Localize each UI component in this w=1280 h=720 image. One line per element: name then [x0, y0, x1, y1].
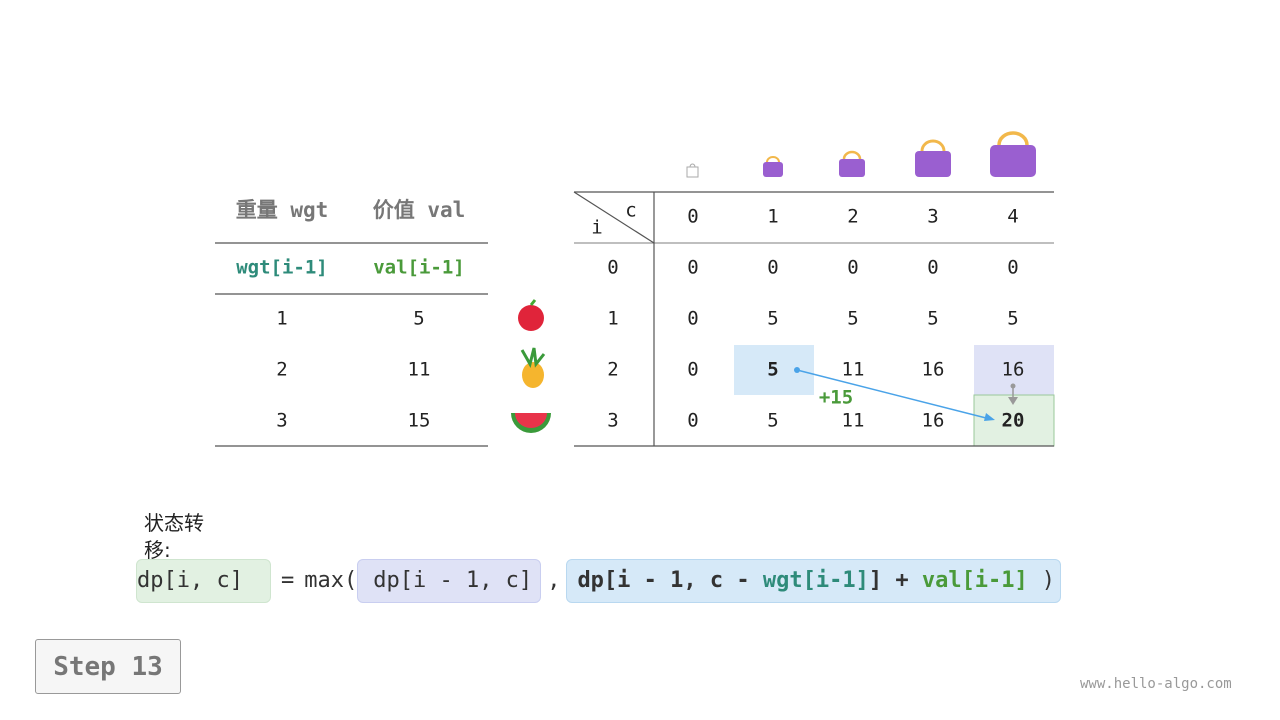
dp-cell: 0	[687, 410, 698, 432]
dp-cell: 0	[847, 257, 858, 279]
arrow-start	[1010, 383, 1016, 389]
col-header: 4	[1007, 206, 1018, 228]
dp-cell: 16	[922, 410, 945, 432]
formula-part: dp[i - 1, c -	[577, 568, 763, 593]
dp-cell: 0	[687, 257, 698, 279]
formula-label: 状态转移:	[144, 511, 204, 562]
col-header: 3	[927, 206, 938, 228]
item-cell: 5	[413, 308, 424, 330]
formula-equals: =	[281, 568, 295, 593]
bag-icon	[763, 162, 783, 177]
pineapple-leaves	[520, 347, 546, 368]
watermelon-flesh	[515, 413, 547, 428]
header: 价值 val	[373, 198, 466, 222]
dp-cell: 5	[847, 308, 858, 330]
dp-cell: 0	[1007, 257, 1018, 279]
formula-part: ] +	[868, 568, 922, 593]
dp-cell: 5	[1007, 308, 1018, 330]
bag-icon	[686, 163, 699, 178]
formula-take: dp[i - 1, c - wgt[i-1]] + val[i-1])	[566, 559, 1062, 603]
apple-leaf	[529, 299, 537, 306]
bag-icon	[915, 151, 951, 177]
diagonal	[573, 191, 655, 244]
fruits	[511, 299, 551, 433]
dp-cell: 11	[842, 410, 865, 432]
row-header: 3	[607, 410, 618, 432]
bag-icon	[990, 145, 1036, 177]
dp-cell: 16	[1002, 359, 1025, 381]
row-label: i	[591, 217, 602, 239]
bag-handle	[997, 131, 1029, 146]
apple-icon	[518, 305, 544, 331]
dp-cell: 11	[842, 359, 865, 381]
dp-cell: 0	[767, 257, 778, 279]
highlight-source	[734, 345, 814, 395]
row-header: 2	[607, 359, 618, 381]
header: 重量 wgt	[236, 198, 329, 222]
row-header: 0	[607, 257, 618, 279]
formula-target: dp[i, c]	[136, 559, 271, 603]
col-header: 2	[847, 206, 858, 228]
bag-handle	[920, 139, 946, 152]
dp-cell: 0	[687, 359, 698, 381]
bags	[686, 131, 1036, 178]
transition-arrow	[796, 369, 991, 420]
formula-part: wgt[i-1]	[762, 568, 869, 593]
dp-cell: 5	[767, 308, 778, 330]
dp-cell: 16	[922, 359, 945, 381]
row-header: 1	[607, 308, 618, 330]
col-header: 1	[767, 206, 778, 228]
formula: dp[i, c] = max( dp[i - 1, c] , dp[i - 1,…	[136, 559, 1062, 603]
formula-part: val[i-1]	[921, 568, 1028, 593]
item-cell: 11	[408, 359, 431, 381]
item-cell: 2	[276, 359, 287, 381]
arrow-head	[984, 413, 995, 421]
col-header: 0	[687, 206, 698, 228]
col-label: c	[625, 200, 636, 222]
arrow-head	[1008, 397, 1018, 405]
bag-handle	[842, 150, 862, 160]
step-button[interactable]: Step 13	[35, 639, 181, 694]
annotation: +15	[819, 387, 853, 409]
item-cell: 1	[276, 308, 287, 330]
dp-cell: 20	[1002, 410, 1025, 432]
subheader: val[i-1]	[373, 257, 465, 279]
watermark: www.hello-algo.com	[1080, 676, 1232, 692]
item-cell: 15	[408, 410, 431, 432]
formula-max: max(	[304, 568, 358, 593]
dp-cell: 0	[687, 308, 698, 330]
formula-skip: dp[i - 1, c]	[357, 559, 542, 603]
subheader: wgt[i-1]	[236, 257, 328, 279]
formula-comma: ,	[547, 568, 561, 593]
dp-cell: 5	[767, 410, 778, 432]
table-lines	[215, 191, 1054, 447]
dp-cell: 5	[927, 308, 938, 330]
bag-handle	[766, 156, 780, 163]
dp-cell: 0	[927, 257, 938, 279]
bag-icon	[839, 159, 865, 177]
dp-cell: 5	[767, 359, 778, 381]
item-cell: 3	[276, 410, 287, 432]
formula-part: )	[1041, 568, 1056, 593]
pineapple-icon	[522, 362, 544, 388]
arrow-start	[794, 367, 800, 373]
